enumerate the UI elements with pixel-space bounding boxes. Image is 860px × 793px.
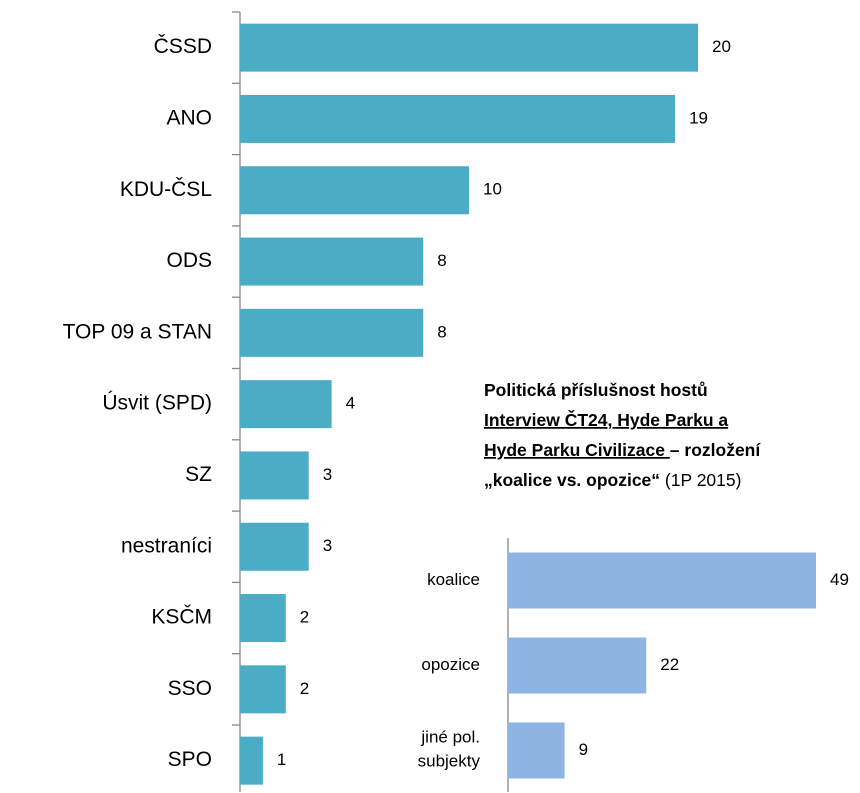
category-label: Úsvit (SPD) (102, 392, 212, 415)
value-label: 3 (323, 465, 332, 484)
category-label: KDU-ČSL (120, 178, 212, 201)
category-label: SPO (168, 748, 212, 771)
value-label: 2 (300, 679, 309, 698)
chart-title-part: Politická příslušnost hostů (484, 380, 708, 400)
bar (240, 23, 698, 72)
category-label: ANO (166, 106, 212, 129)
bar (240, 380, 332, 429)
chart-title: Interview ČT24, Hyde Parku a (484, 409, 728, 430)
bar (240, 94, 676, 143)
chart-title-part: Interview ČT24, Hyde Parku a (484, 409, 728, 430)
value-label: 49 (830, 570, 849, 589)
value-label: 8 (437, 322, 446, 341)
category-label: KSČM (151, 606, 212, 629)
category-label: opozice (421, 655, 480, 674)
value-label: 10 (483, 180, 502, 199)
bar (240, 308, 424, 357)
value-label: 1 (277, 750, 286, 769)
bar (508, 722, 565, 779)
value-label: 9 (579, 740, 588, 759)
bar (240, 166, 469, 215)
bar (508, 637, 647, 694)
bar (240, 594, 286, 643)
category-label: koalice (427, 570, 480, 589)
value-label: 19 (689, 108, 708, 127)
bar (240, 665, 286, 714)
bar (240, 736, 263, 785)
value-label: 2 (300, 608, 309, 627)
chart-title-part: „koalice vs. opozice“ (484, 470, 660, 490)
value-label: 4 (346, 394, 355, 413)
category-label: ODS (166, 249, 212, 272)
category-label-line: jiné pol. (420, 728, 480, 747)
chart-title-part: (1P 2015) (660, 470, 741, 490)
chart-title-part: – rozložení (670, 440, 762, 460)
category-label: nestraníci (121, 534, 212, 557)
category-label: jiné pol. subjekty (418, 728, 481, 771)
category-label: SSO (168, 677, 212, 700)
category-label: ČSSD (154, 35, 212, 58)
chart-title: Hyde Parku Civilizace – rozložení (484, 440, 761, 460)
value-label: 22 (660, 655, 679, 674)
chart-title: Politická příslušnost hostů (484, 380, 708, 400)
bar (240, 451, 309, 500)
bar (240, 237, 424, 286)
bar (508, 552, 816, 609)
value-label: 3 (323, 536, 332, 555)
value-label: 8 (437, 251, 446, 270)
chart-title-part: Hyde Parku Civilizace (484, 440, 670, 460)
chart-title: „koalice vs. opozice“ (1P 2015) (484, 470, 741, 490)
category-label: SZ (185, 463, 212, 486)
value-label: 20 (712, 37, 731, 56)
category-label-line: subjekty (418, 752, 481, 771)
bar (240, 522, 309, 571)
category-label: TOP 09 a STAN (63, 320, 212, 343)
